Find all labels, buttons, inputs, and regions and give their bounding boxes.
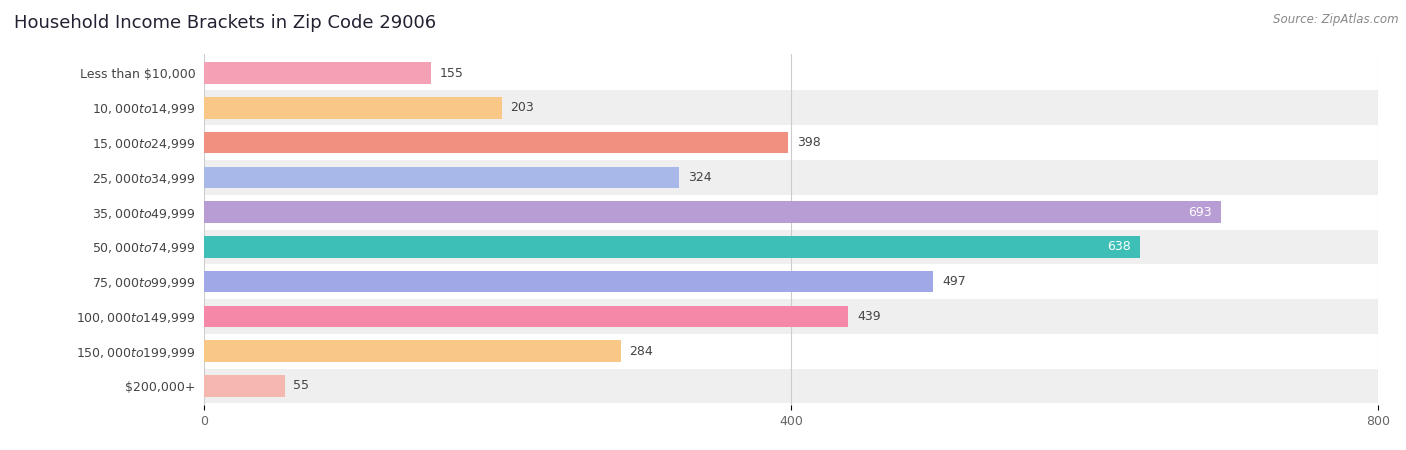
Bar	[204, 97, 502, 119]
Text: 638: 638	[1108, 240, 1132, 253]
Text: 398: 398	[797, 136, 821, 149]
Text: 155: 155	[440, 67, 464, 80]
Bar	[204, 195, 1378, 230]
Bar	[204, 306, 848, 327]
Bar	[204, 63, 432, 84]
Bar	[204, 230, 1378, 264]
Bar	[204, 56, 1378, 90]
Text: 693: 693	[1188, 206, 1212, 219]
Bar	[204, 201, 1220, 223]
Bar	[204, 236, 1140, 258]
Bar	[204, 90, 1378, 125]
Text: Household Income Brackets in Zip Code 29006: Household Income Brackets in Zip Code 29…	[14, 14, 436, 32]
Text: 203: 203	[510, 101, 534, 114]
Text: 324: 324	[688, 171, 711, 184]
Bar	[204, 340, 620, 362]
Bar	[204, 299, 1378, 334]
Bar	[204, 125, 1378, 160]
Bar	[204, 369, 1378, 403]
Bar	[204, 334, 1378, 369]
Text: 55: 55	[294, 379, 309, 392]
Bar	[204, 160, 1378, 195]
Text: 497: 497	[942, 275, 966, 288]
Text: 284: 284	[630, 345, 654, 358]
Text: Source: ZipAtlas.com: Source: ZipAtlas.com	[1274, 14, 1399, 27]
Bar	[204, 166, 679, 188]
Text: 439: 439	[856, 310, 880, 323]
Bar	[204, 132, 787, 153]
Bar	[204, 264, 1378, 299]
Bar	[204, 271, 934, 292]
Bar	[204, 375, 284, 396]
